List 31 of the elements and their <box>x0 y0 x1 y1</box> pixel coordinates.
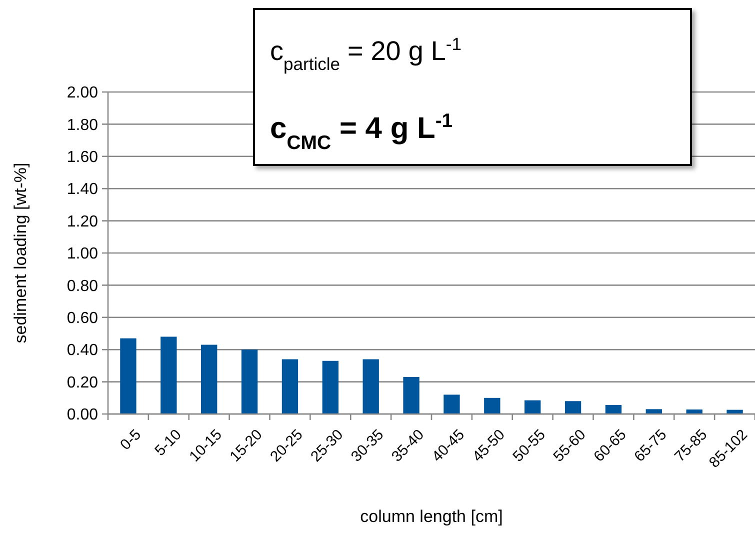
bar <box>241 350 258 414</box>
y-axis-title: sediment loading [wt-%] <box>11 162 30 344</box>
y-tick-label: 0.40 <box>66 342 98 360</box>
bar <box>403 376 420 414</box>
annotation: c$_{CMC}$ = 4 g L$^{-1}$ <box>270 110 453 154</box>
y-tick-label: 0.80 <box>66 278 98 295</box>
bar <box>444 394 460 414</box>
bar <box>564 401 582 414</box>
bar <box>605 404 622 414</box>
bar <box>484 398 500 414</box>
y-tick-label: 0.00 <box>66 406 98 424</box>
x-tick-label: 5-10 <box>152 426 185 460</box>
bar <box>646 409 662 414</box>
y-tick-label: 1.60 <box>66 149 98 166</box>
text: c$_{particle}$ = 20 g L$^{-1}$ <box>270 34 462 74</box>
x-axis-title: column length [cm] <box>360 507 503 526</box>
y-tick-label: 0.20 <box>66 374 98 392</box>
y-tick-label: 1.00 <box>66 246 98 263</box>
x-tick-label: 0-5 <box>117 426 144 454</box>
bar <box>201 344 218 414</box>
bar <box>160 336 177 414</box>
bar <box>362 359 379 414</box>
y-tick-label: 1.20 <box>66 213 98 230</box>
y-tick-label: 1.80 <box>66 116 98 134</box>
bar <box>524 400 541 414</box>
y-tick-label: 1.40 <box>66 181 98 198</box>
y-tick-label: 0.60 <box>66 310 98 327</box>
bar <box>322 360 338 414</box>
y-tick-label: 2.00 <box>66 84 98 102</box>
bar <box>282 359 298 414</box>
bar <box>120 338 136 414</box>
